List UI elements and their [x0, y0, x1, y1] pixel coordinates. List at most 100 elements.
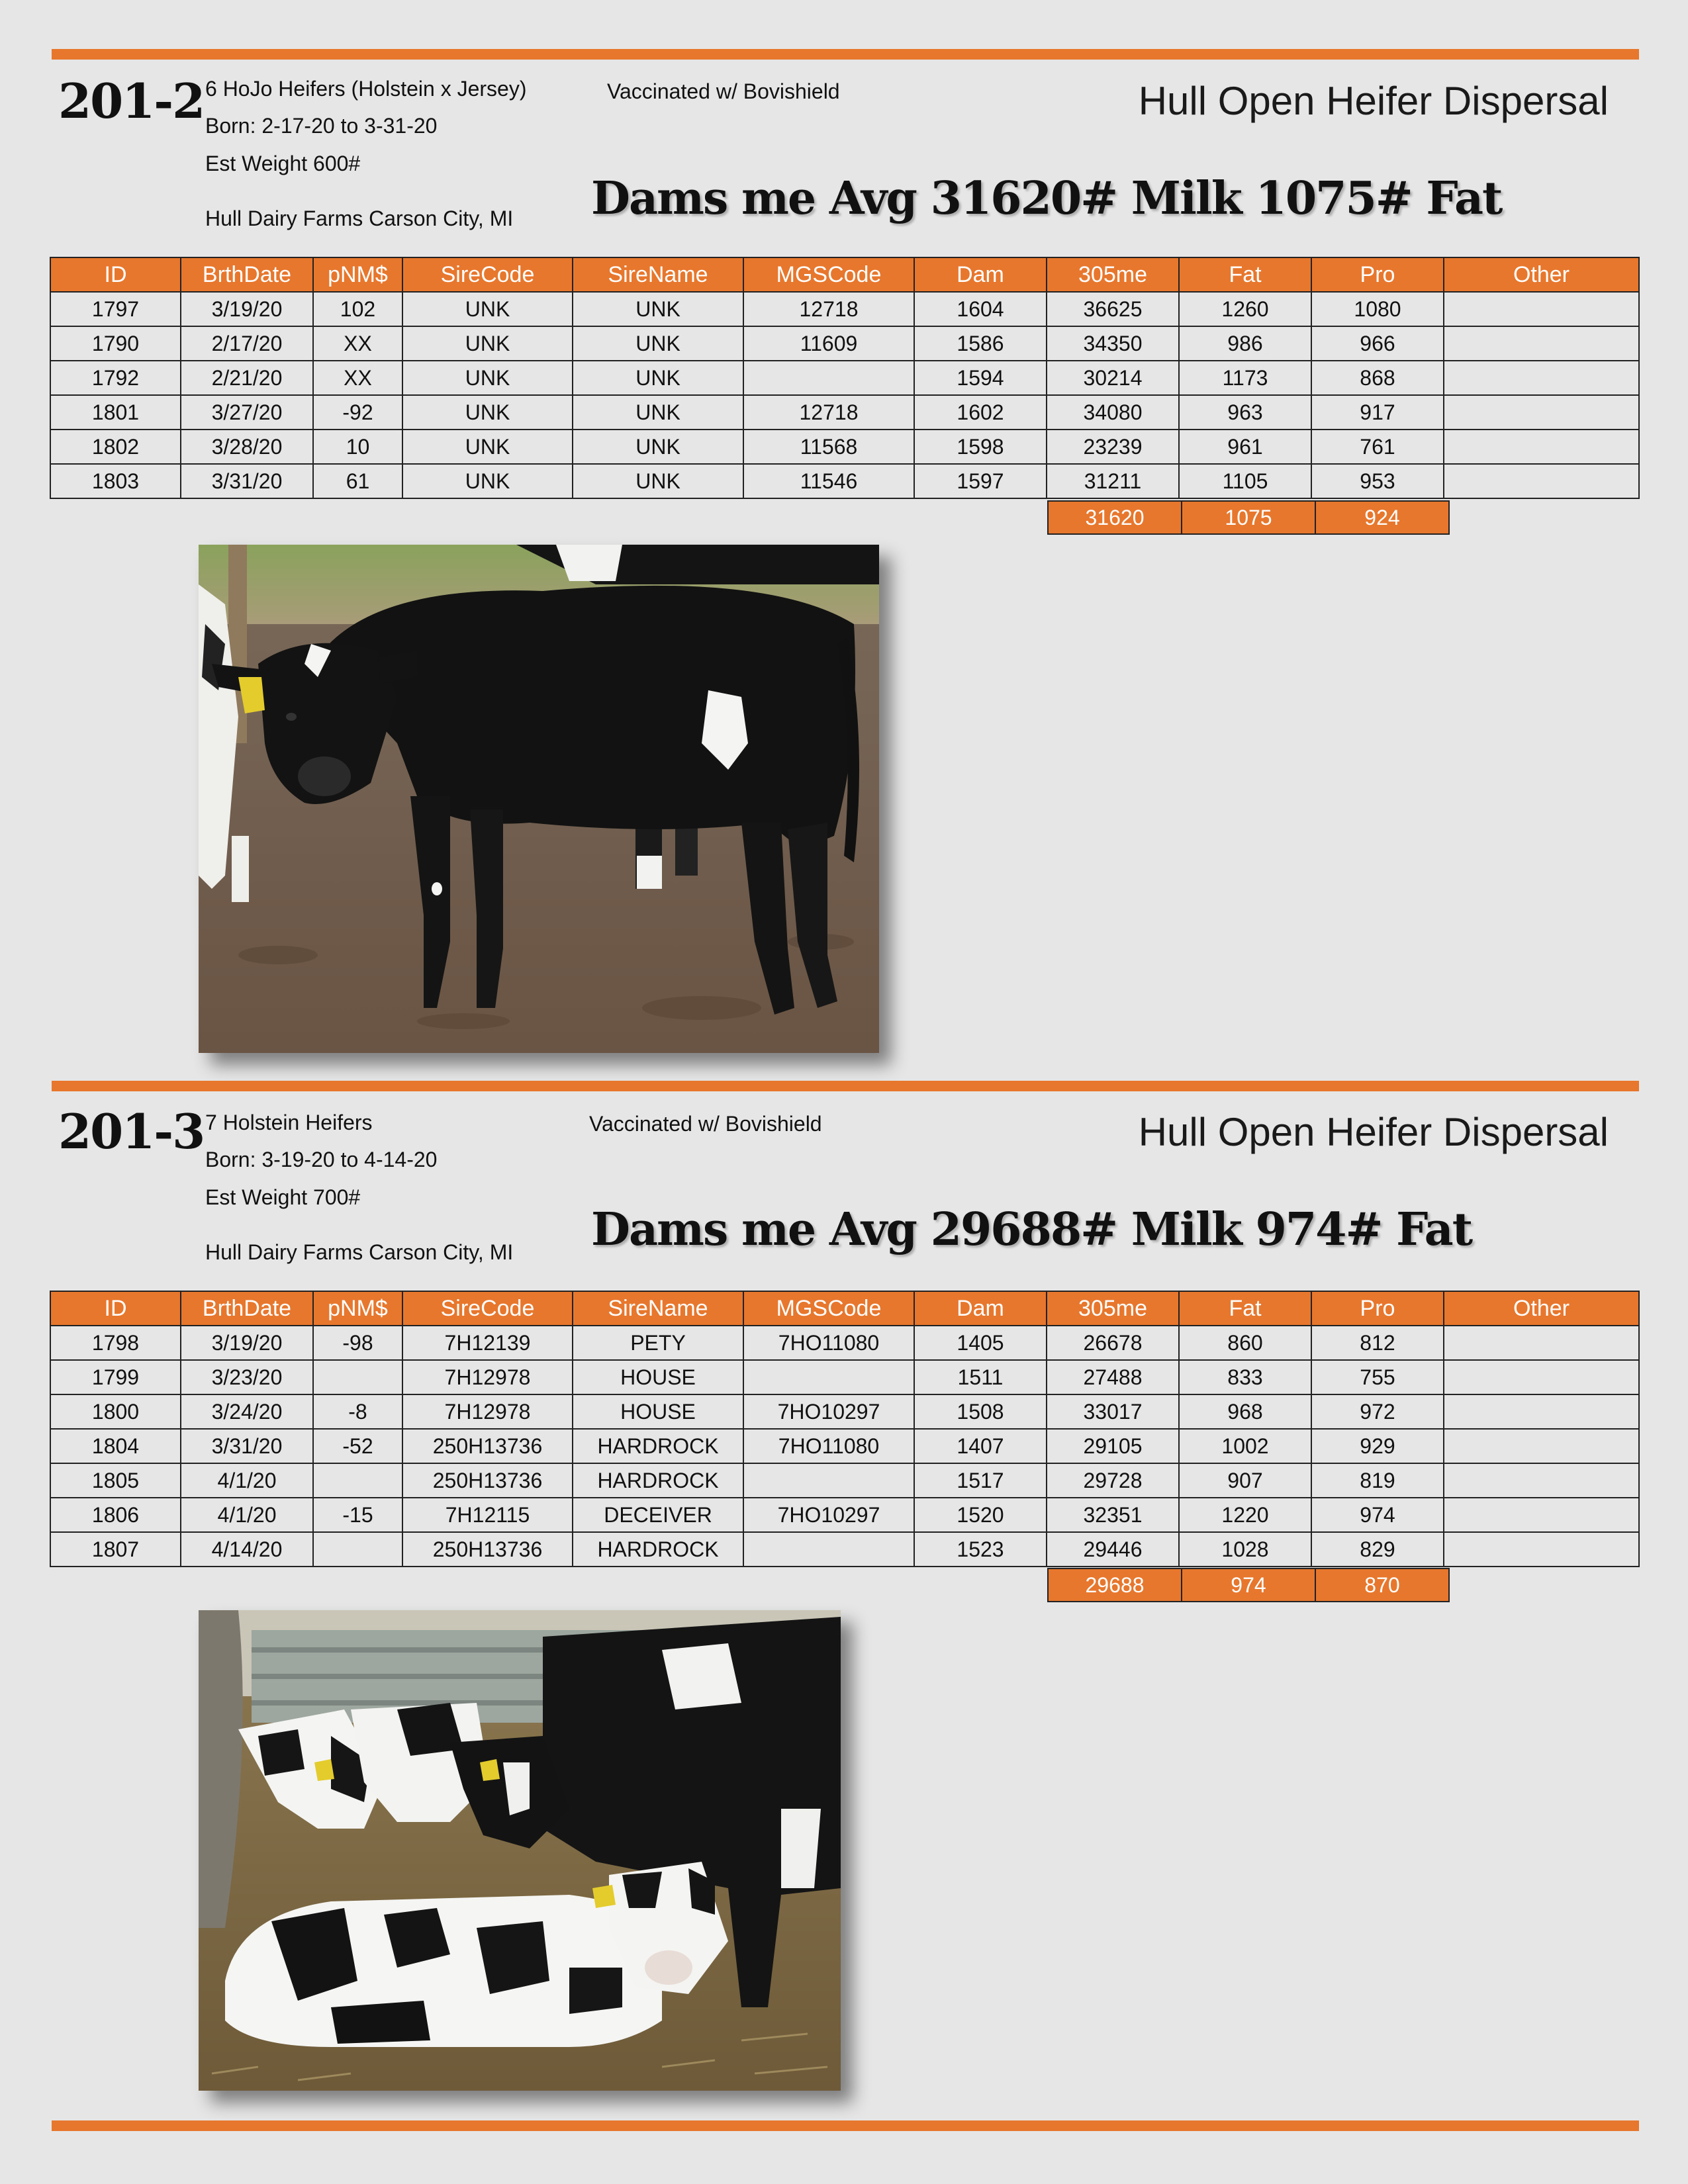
table-cell: HOUSE	[572, 1394, 744, 1430]
table-cell: 4/1/20	[180, 1497, 314, 1533]
table-cell	[1443, 326, 1640, 361]
table-cell: PETY	[572, 1325, 744, 1361]
table-cell: UNK	[572, 360, 744, 396]
farm-name: Hull Dairy Farms Carson City, MI	[205, 1240, 514, 1264]
pedigree-table: ID BrthDate pNM$ SireCode SireName MGSCo…	[50, 257, 1640, 499]
column-header: Other	[1443, 257, 1640, 293]
column-header: 305me	[1046, 257, 1180, 293]
table-cell: 829	[1311, 1531, 1444, 1567]
table-cell: 2/21/20	[180, 360, 314, 396]
table-cell: 1797	[50, 291, 181, 327]
table-cell	[312, 1359, 403, 1395]
table-cell: 1586	[914, 326, 1047, 361]
top-divider	[52, 49, 1639, 60]
table-cell: 3/31/20	[180, 1428, 314, 1464]
table-cell	[743, 1359, 915, 1395]
table-cell: 7HO10297	[743, 1394, 915, 1430]
table-cell: 1523	[914, 1531, 1047, 1567]
table-cell: UNK	[402, 429, 573, 465]
table-cell: 1508	[914, 1394, 1047, 1430]
table-cell: 10	[312, 429, 403, 465]
heifers-group-photo	[199, 1610, 841, 2091]
table-cell: 1407	[914, 1428, 1047, 1464]
column-header: Fat	[1178, 1291, 1312, 1326]
table-cell: 7HO10297	[743, 1497, 915, 1533]
vaccination-note: Vaccinated w/ Bovishield	[589, 1112, 822, 1136]
table-cell: 33017	[1046, 1394, 1180, 1430]
column-header: Other	[1443, 1291, 1640, 1326]
table-cell: -98	[312, 1325, 403, 1361]
table-cell: 31211	[1046, 463, 1180, 499]
table-cell: 12718	[743, 394, 915, 430]
table-cell: 1028	[1178, 1531, 1312, 1567]
table-cell: 860	[1178, 1325, 1312, 1361]
est-weight: Est Weight 600#	[205, 152, 361, 175]
table-cell: HARDROCK	[572, 1531, 744, 1567]
table-cell: DECEIVER	[572, 1497, 744, 1533]
table-cell: 953	[1311, 463, 1444, 499]
table-cell	[1443, 1394, 1640, 1430]
table-cell: 833	[1178, 1359, 1312, 1395]
table-row: 1790 2/17/20 XX UNK UNK 11609 1586 34350…	[50, 326, 1640, 361]
table-cell: 7H12978	[402, 1359, 573, 1395]
bottom-divider	[52, 2120, 1639, 2131]
table-row: 1806 4/1/20 -15 7H12115 DECEIVER 7HO1029…	[50, 1497, 1640, 1533]
dams-average-headline: Dams me Avg 29688# Milk 974# Fat	[591, 1203, 1473, 1256]
table-cell: 29446	[1046, 1531, 1180, 1567]
table-cell	[1443, 1497, 1640, 1533]
column-header: Fat	[1178, 257, 1312, 293]
table-cell: 250H13736	[402, 1531, 573, 1567]
table-cell: 1799	[50, 1359, 181, 1395]
table-cell: 250H13736	[402, 1428, 573, 1464]
table-cell: UNK	[572, 463, 744, 499]
table-cell	[1443, 1531, 1640, 1567]
table-cell: 7HO11080	[743, 1428, 915, 1464]
table-cell: 1173	[1178, 360, 1312, 396]
column-header: ID	[50, 1291, 181, 1326]
table-cell: 34350	[1046, 326, 1180, 361]
table-cell: 1220	[1178, 1497, 1312, 1533]
table-cell: UNK	[572, 291, 744, 327]
table-cell: 26678	[1046, 1325, 1180, 1361]
column-header: pNM$	[312, 257, 403, 293]
table-cell: 1105	[1178, 463, 1312, 499]
table-cell: 3/27/20	[180, 394, 314, 430]
est-weight: Est Weight 700#	[205, 1185, 361, 1209]
lot-description: 6 HoJo Heifers (Holstein x Jersey)	[205, 77, 527, 101]
table-cell: 7H12139	[402, 1325, 573, 1361]
table-cell: 7HO11080	[743, 1325, 915, 1361]
table-row: 1802 3/28/20 10 UNK UNK 11568 1598 23239…	[50, 429, 1640, 465]
table-cell: 1807	[50, 1531, 181, 1567]
table-cell: 974	[1311, 1497, 1444, 1533]
table-cell: 3/24/20	[180, 1394, 314, 1430]
table-cell: 36625	[1046, 291, 1180, 327]
table-cell: 929	[1311, 1428, 1444, 1464]
table-cell: 1806	[50, 1497, 181, 1533]
table-cell: UNK	[572, 394, 744, 430]
table-cell: -15	[312, 1497, 403, 1533]
table-cell: 1002	[1178, 1428, 1312, 1464]
column-header: Dam	[914, 257, 1047, 293]
table-cell: 61	[312, 463, 403, 499]
averages-row: 29688 974 870	[1047, 1568, 1450, 1602]
table-cell: UNK	[572, 429, 744, 465]
table-row: 1805 4/1/20 250H13736 HARDROCK 1517 2972…	[50, 1463, 1640, 1498]
table-row: 1798 3/19/20 -98 7H12139 PETY 7HO11080 1…	[50, 1325, 1640, 1361]
table-cell: 961	[1178, 429, 1312, 465]
table-cell	[1443, 1325, 1640, 1361]
table-cell: 3/19/20	[180, 1325, 314, 1361]
average-pro: 924	[1315, 500, 1450, 535]
average-305me: 31620	[1047, 500, 1182, 535]
table-cell: UNK	[402, 291, 573, 327]
sale-title: Hull Open Heifer Dispersal	[1138, 79, 1609, 123]
table-cell: UNK	[402, 360, 573, 396]
table-cell: 2/17/20	[180, 326, 314, 361]
heifer-photo	[199, 545, 879, 1053]
table-cell: 3/28/20	[180, 429, 314, 465]
table-cell: 986	[1178, 326, 1312, 361]
table-cell: 250H13736	[402, 1463, 573, 1498]
table-cell	[1443, 1463, 1640, 1498]
column-header: MGSCode	[743, 257, 915, 293]
table-cell: 1260	[1178, 291, 1312, 327]
table-cell: HOUSE	[572, 1359, 744, 1395]
